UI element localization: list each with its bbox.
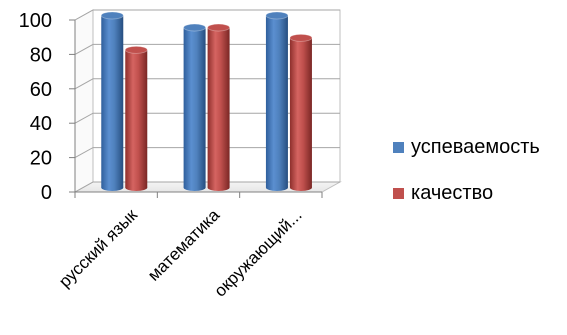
bar-body [207,27,230,188]
gridline [74,78,340,90]
y-tick-label: 100 [19,10,52,32]
bar-base [265,184,288,191]
y-axis: 0 20 40 60 80 100 [19,10,76,204]
bar [207,23,231,191]
x-axis: русский язык математикаокружающий... [55,191,323,301]
x-category-label: русский язык [55,205,141,291]
legend-swatch [393,188,404,199]
y-tick-label: 20 [30,148,52,170]
bar-base [289,184,312,191]
bar-base [207,184,230,191]
bar-body [183,27,206,188]
bar-top [124,46,148,54]
bar [289,33,313,191]
y-tick-label: 40 [30,113,52,135]
x-category-label: окружающий... [211,205,306,300]
bars [100,11,313,191]
gridline [74,43,340,55]
bar-top [100,11,124,20]
bar [183,23,207,191]
bar-top [183,23,207,32]
legend-label: качество [411,182,493,204]
y-tick-label: 80 [30,44,52,66]
bar-body [101,15,124,188]
legend: успеваемость качество [393,136,540,204]
bar-body [125,49,148,188]
gridline [74,147,340,159]
gridline [74,181,340,193]
bar-body [289,37,312,188]
gridline [74,112,340,124]
bar-top [265,11,289,20]
side-wall [74,9,94,193]
y-tick-label: 0 [41,182,52,204]
bar [265,11,289,191]
bar-base [101,184,124,191]
legend-label: успеваемость [411,136,540,158]
x-category-label: математика [144,205,224,285]
gridlines [74,9,340,193]
bar-base [183,184,206,191]
bar [100,11,124,191]
bar-body [265,15,288,188]
bar-top [207,23,231,32]
gridline [74,9,340,21]
bar-top [289,33,313,42]
bar-base [125,184,148,191]
bar [124,46,148,191]
y-tick-label: 60 [30,79,52,101]
legend-swatch [393,142,404,153]
